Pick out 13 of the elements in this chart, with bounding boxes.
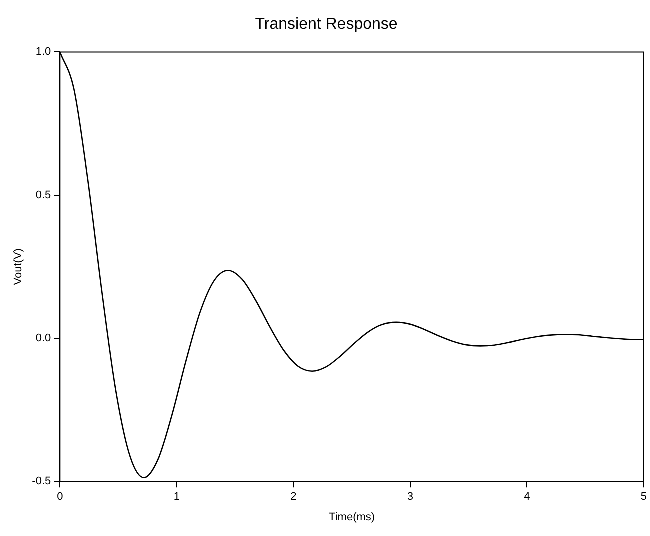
x-tick-label: 4	[524, 491, 530, 504]
y-axis-title: Vout(V)	[12, 248, 25, 286]
x-tick-label: 0	[57, 491, 64, 504]
y-tick-label: 0.5	[36, 189, 52, 202]
x-axis-title: Time(ms)	[329, 511, 376, 524]
x-tick-label: 3	[407, 491, 414, 504]
y-tick-label: 1.0	[36, 46, 52, 58]
y-tick-label: -0.5	[32, 476, 52, 488]
chart-title: Transient Response	[255, 16, 398, 34]
x-tick-label: 5	[640, 491, 648, 504]
x-tick-label: 1	[174, 491, 180, 504]
x-tick-label: 2	[290, 491, 297, 504]
y-tick-label: 0.0	[36, 332, 52, 344]
